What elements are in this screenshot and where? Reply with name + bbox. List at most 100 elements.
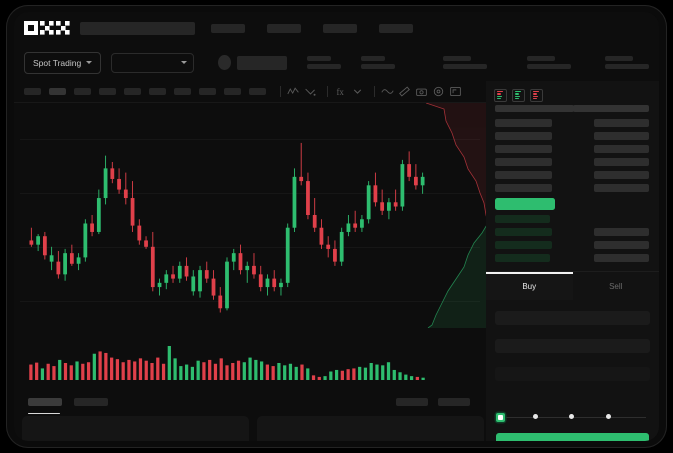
orderbook-ask-row[interactable] (495, 132, 552, 140)
orderbook-ask-row[interactable] (495, 119, 552, 127)
logo-letter-k (40, 21, 54, 35)
gridline (20, 301, 480, 302)
orderbook-bids-icon[interactable] (512, 88, 525, 102)
market-stat-2 (361, 56, 395, 69)
timeframe-8[interactable] (199, 88, 216, 95)
tab-buy[interactable]: Buy (486, 272, 573, 300)
timeframe-4[interactable] (99, 88, 116, 95)
slider-stop-25[interactable] (533, 414, 538, 419)
timeframe-1[interactable] (24, 88, 41, 95)
order-price-input[interactable] (495, 311, 650, 325)
line-tool-icon[interactable] (287, 85, 300, 98)
orderbook-bid-size (594, 241, 649, 249)
orderbook-both-icon[interactable] (494, 88, 507, 102)
gridline (20, 193, 480, 194)
timeframe-10[interactable] (249, 88, 266, 95)
market-header: Spot Trading (14, 44, 659, 81)
timeframe-5[interactable] (124, 88, 141, 95)
camera-icon[interactable] (415, 85, 428, 98)
gridline (20, 247, 480, 248)
market-stat-4 (527, 56, 571, 69)
market-stat-1 (307, 56, 341, 69)
orderbook-ask-size (594, 158, 649, 166)
orderbook-ask-size (594, 171, 649, 179)
timeframe-6[interactable] (149, 88, 166, 95)
orderbook-ask-size (594, 184, 649, 192)
bottom-action-2[interactable] (438, 398, 470, 406)
orderbook-bid-size (594, 254, 649, 262)
text-tool-icon[interactable]: fx (334, 85, 347, 98)
logo-letter-o (24, 21, 38, 35)
fullscreen-icon[interactable] (449, 85, 462, 98)
timeframe-3[interactable] (74, 88, 91, 95)
bottom-card-2[interactable] (257, 416, 484, 441)
timeframe-9[interactable] (224, 88, 241, 95)
settings-gear-icon[interactable] (432, 85, 445, 98)
bottom-card-row (22, 416, 484, 441)
orderbook-ask-row[interactable] (495, 158, 552, 166)
orderbook-bid-row[interactable] (495, 215, 550, 223)
orderbook-bid-size (594, 228, 649, 236)
bottom-tab-1[interactable] (28, 398, 62, 414)
market-stat-3 (443, 56, 487, 69)
order-amount-slider[interactable] (496, 411, 648, 423)
nav-item-3[interactable] (323, 23, 357, 33)
bottom-action-1[interactable] (396, 398, 428, 406)
ruler-icon[interactable] (398, 85, 411, 98)
orderbook-header-right (573, 105, 649, 112)
orderbook-ask-row[interactable] (495, 145, 552, 153)
market-stat-5 (605, 56, 649, 69)
order-total-input[interactable] (495, 367, 650, 381)
nav-item-4[interactable] (379, 23, 413, 33)
tab-sell[interactable]: Sell (609, 281, 623, 291)
order-form-tabs: Buy Sell (486, 271, 659, 300)
spot-trading-label: Spot Trading (33, 57, 82, 68)
timeframe-2[interactable] (49, 88, 66, 95)
coin-avatar-icon (217, 55, 231, 70)
price-chart[interactable] (14, 103, 484, 328)
gridline (20, 139, 480, 140)
slider-stop-75[interactable] (606, 414, 611, 419)
chart-toolbar: fx (14, 81, 659, 103)
search-input[interactable] (80, 21, 195, 35)
pair-selector-dropdown[interactable] (111, 52, 194, 73)
orderbook-ask-size (594, 132, 649, 140)
svg-text:fx: fx (336, 87, 344, 97)
nav-item-2[interactable] (267, 23, 301, 33)
timeframe-7[interactable] (174, 88, 191, 95)
orderbook-rows[interactable] (486, 103, 659, 266)
slider-stop-50[interactable] (569, 414, 574, 419)
orderbook-ask-size (594, 145, 649, 153)
trend-tool-icon[interactable] (304, 85, 317, 98)
spot-trading-dropdown[interactable]: Spot Trading (24, 51, 102, 74)
indicator-wave-icon[interactable] (381, 85, 394, 98)
candlestick-series (29, 142, 425, 313)
orderbook-ask-row[interactable] (495, 184, 552, 192)
chevron-down-icon (180, 61, 187, 64)
app-screen: Spot Trading (14, 12, 659, 441)
toolbar-divider (327, 86, 328, 97)
order-amount-input[interactable] (495, 339, 650, 353)
toolbar-divider (374, 86, 375, 97)
orderbook-ask-row[interactable] (495, 171, 552, 179)
orderbook-bid-row[interactable] (495, 228, 552, 236)
chevron-down-icon (86, 61, 93, 64)
bottom-tab-2[interactable] (74, 398, 108, 406)
orderbook-asks-icon[interactable] (530, 88, 543, 102)
submit-order-button[interactable] (496, 433, 649, 441)
slider-handle[interactable] (496, 413, 505, 422)
chevron-down-icon[interactable] (351, 85, 364, 98)
nav-item-1[interactable] (211, 23, 245, 33)
pair-name-label (236, 55, 287, 70)
logo-letter-x (56, 21, 70, 35)
okx-logo[interactable] (24, 21, 70, 35)
orderbook-header-left (495, 105, 574, 112)
bottom-card-1[interactable] (22, 416, 249, 441)
orderbook-bid-row[interactable] (495, 241, 552, 249)
volume-chart[interactable] (14, 332, 484, 388)
bottom-tab-bar (14, 390, 484, 414)
orderbook-mid-price[interactable] (495, 198, 555, 210)
orderbook-bid-row[interactable] (495, 254, 550, 262)
top-navigation-bar (14, 12, 659, 44)
